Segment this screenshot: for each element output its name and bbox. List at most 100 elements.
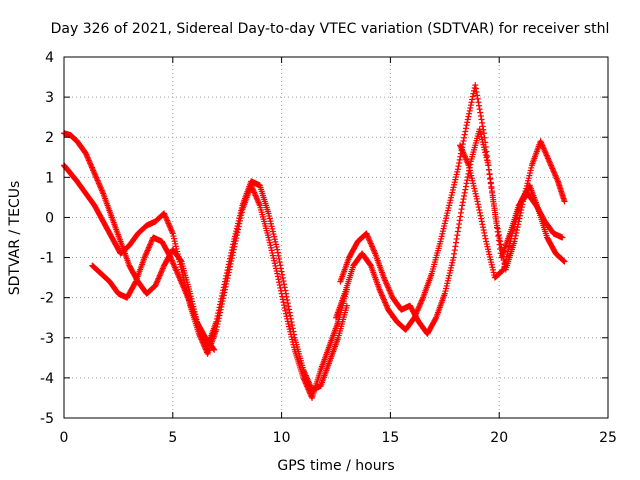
data-point-s2 bbox=[281, 304, 288, 311]
data-point-s2 bbox=[216, 312, 223, 319]
chart-title: Day 326 of 2021, Sidereal Day-to-day VTE… bbox=[51, 21, 610, 37]
data-point-s6 bbox=[479, 221, 486, 228]
data-point-s4 bbox=[461, 134, 468, 141]
data-point-s4 bbox=[466, 107, 473, 114]
data-point-s2 bbox=[218, 303, 225, 310]
data-point-s2 bbox=[215, 318, 222, 325]
data-point-s4 bbox=[456, 160, 463, 167]
data-point-s2 bbox=[277, 287, 284, 294]
data-point-s4 bbox=[473, 88, 480, 95]
data-point-s1 bbox=[276, 255, 283, 262]
data-point-s6 bbox=[482, 235, 489, 242]
data-point-s4 bbox=[464, 116, 471, 123]
y-tick-label: -3 bbox=[40, 331, 54, 347]
data-point-s2 bbox=[238, 209, 245, 216]
data-point-s2 bbox=[235, 223, 242, 230]
data-point-s2 bbox=[225, 269, 232, 276]
data-point-s2 bbox=[223, 280, 230, 287]
data-marks bbox=[61, 82, 568, 401]
data-point-s4 bbox=[468, 99, 475, 106]
data-point-s2 bbox=[218, 300, 225, 307]
data-point-s2 bbox=[236, 220, 243, 227]
data-point-s2 bbox=[214, 321, 221, 328]
data-point-s5 bbox=[495, 231, 502, 238]
data-point-s6 bbox=[476, 209, 483, 216]
data-point-s4 bbox=[477, 113, 484, 120]
data-point-s5 bbox=[487, 175, 494, 182]
data-point-s6 bbox=[481, 229, 488, 236]
data-point-s5 bbox=[454, 232, 461, 239]
data-point-s5 bbox=[485, 162, 492, 169]
data-point-s2 bbox=[230, 249, 237, 256]
x-tick-label: 15 bbox=[381, 430, 399, 446]
data-point-s5 bbox=[489, 188, 496, 195]
data-point-s5 bbox=[456, 217, 463, 224]
y-tick-label: 1 bbox=[45, 170, 54, 186]
data-point-s2 bbox=[227, 260, 234, 267]
data-point-s2 bbox=[277, 284, 284, 291]
data-point-s1 bbox=[285, 303, 292, 310]
x-tick-label: 20 bbox=[490, 430, 508, 446]
data-point-s1 bbox=[289, 325, 296, 332]
data-point-s1 bbox=[276, 259, 283, 266]
data-point-s4 bbox=[465, 113, 472, 120]
data-point-s4 bbox=[467, 102, 474, 109]
data-point-s2 bbox=[233, 235, 240, 242]
data-point-s5 bbox=[432, 315, 439, 322]
y-tick-label: 4 bbox=[45, 50, 54, 66]
data-point-s6 bbox=[475, 204, 482, 211]
data-point-s6 bbox=[480, 224, 487, 231]
data-point-s6 bbox=[480, 227, 487, 234]
data-point-s5 bbox=[490, 200, 497, 207]
data-point-s4 bbox=[475, 99, 482, 106]
data-point-s5 bbox=[461, 192, 468, 199]
data-point-s5 bbox=[485, 166, 492, 173]
data-point-s1 bbox=[286, 309, 293, 316]
data-point-s4 bbox=[469, 96, 476, 103]
data-point-s2 bbox=[231, 240, 238, 247]
data-point-s2 bbox=[237, 215, 244, 222]
data-point-s4 bbox=[470, 90, 477, 97]
y-tick-label: -4 bbox=[40, 371, 54, 387]
data-point-s2 bbox=[225, 272, 232, 279]
data-point-s6 bbox=[475, 201, 482, 208]
data-point-s4 bbox=[467, 104, 474, 111]
data-point-s2 bbox=[222, 286, 229, 293]
data-point-s5 bbox=[491, 205, 498, 212]
data-point-s4 bbox=[464, 119, 471, 126]
data-point-s2 bbox=[280, 299, 287, 306]
data-point-s2 bbox=[275, 276, 282, 283]
data-point-s5 bbox=[497, 238, 504, 245]
data-point-s4 bbox=[559, 234, 566, 241]
data-point-s5 bbox=[463, 180, 470, 187]
data-point-s5 bbox=[492, 209, 499, 216]
data-point-s2 bbox=[217, 306, 224, 313]
data-point-s5 bbox=[459, 199, 466, 206]
data-point-s5 bbox=[457, 209, 464, 216]
data-point-s1 bbox=[275, 252, 282, 259]
data-point-s5 bbox=[498, 244, 505, 251]
y-axis-title: SDTVAR / TECUs bbox=[7, 181, 23, 296]
data-point-s4 bbox=[474, 95, 481, 102]
data-point-s2 bbox=[229, 252, 236, 259]
data-point-s2 bbox=[223, 278, 230, 285]
data-point-s2 bbox=[232, 237, 239, 244]
y-tick-label: 3 bbox=[45, 90, 54, 106]
data-point-s2 bbox=[222, 283, 229, 290]
data-point-s2 bbox=[215, 315, 222, 322]
data-point-s3 bbox=[210, 345, 217, 352]
data-point-s4 bbox=[472, 82, 479, 89]
data-point-s5 bbox=[452, 239, 459, 246]
data-point-s2 bbox=[228, 257, 235, 264]
data-point-s2 bbox=[220, 292, 227, 299]
data-point-s5 bbox=[451, 247, 458, 254]
data-point-s4 bbox=[480, 130, 487, 137]
y-tick-label: -5 bbox=[40, 411, 54, 427]
data-point-s6 bbox=[478, 215, 485, 222]
data-point-s4 bbox=[462, 125, 469, 132]
data-point-s5 bbox=[488, 183, 495, 190]
data-point-s4 bbox=[462, 128, 469, 135]
data-point-s2 bbox=[279, 296, 286, 303]
data-point-s5 bbox=[486, 170, 493, 177]
data-point-s2 bbox=[224, 275, 231, 282]
